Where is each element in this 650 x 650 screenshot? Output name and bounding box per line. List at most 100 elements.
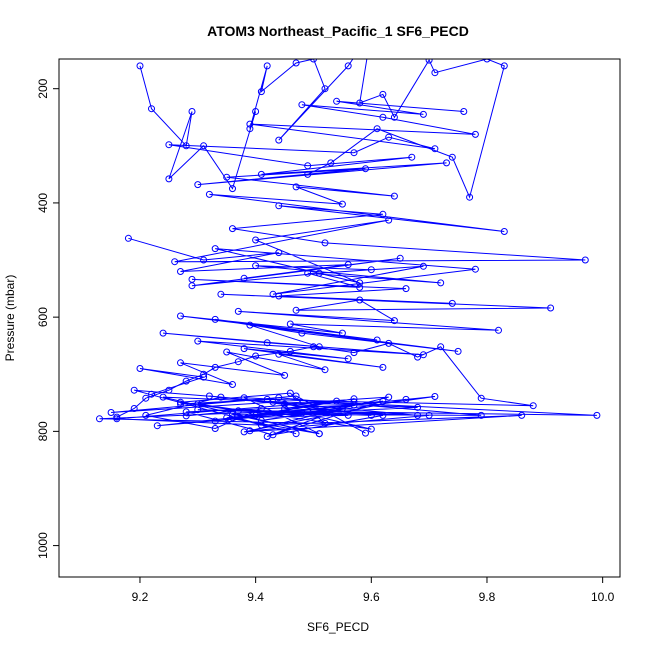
- data-point: [356, 279, 364, 287]
- data-point: [159, 393, 167, 401]
- x-tick-label: 9.4: [247, 590, 264, 604]
- data-point: [344, 355, 352, 363]
- data-point: [454, 347, 462, 355]
- data-point: [379, 411, 387, 419]
- data-point: [500, 228, 508, 235]
- y-tick-label: 200: [36, 78, 50, 98]
- data-point: [448, 299, 456, 307]
- x-tick-label: 9.6: [363, 590, 380, 604]
- data-point: [246, 321, 254, 329]
- data-point: [356, 296, 364, 304]
- data-point: [136, 365, 144, 372]
- data-point: [223, 348, 231, 356]
- data-point: [223, 414, 231, 422]
- data-point: [148, 105, 155, 113]
- data-point: [229, 381, 236, 388]
- data-point: [217, 393, 225, 401]
- data-point: [495, 326, 502, 334]
- data-point: [414, 411, 422, 419]
- data-point: [379, 113, 387, 121]
- data-point: [385, 133, 393, 141]
- data-point: [177, 359, 184, 367]
- data-point: [165, 386, 173, 394]
- data-point: [321, 366, 329, 374]
- data-point: [252, 236, 260, 244]
- data-point: [96, 415, 103, 423]
- data-point: [390, 317, 398, 325]
- data-point: [298, 329, 306, 337]
- data-point: [205, 190, 213, 198]
- data-point: [321, 419, 329, 427]
- data-point: [362, 165, 369, 173]
- data-point: [113, 413, 121, 421]
- data-point: [402, 285, 410, 293]
- data-point: [419, 110, 427, 118]
- data-point: [344, 62, 352, 70]
- data-point: [356, 283, 364, 291]
- data-point: [107, 409, 115, 416]
- data-point: [263, 395, 271, 403]
- data-point: [211, 425, 219, 432]
- data-point: [252, 352, 260, 360]
- data-point: [425, 59, 433, 64]
- data-point: [263, 62, 271, 70]
- data-point: [257, 88, 265, 96]
- data-point: [547, 304, 555, 312]
- data-point: [252, 411, 260, 419]
- data-point: [182, 377, 190, 385]
- series-layer: [96, 59, 601, 440]
- chart-title: ATOM3 Northeast_Pacific_1 SF6_PECD: [207, 23, 469, 39]
- data-point: [182, 408, 190, 416]
- data-point: [275, 350, 283, 358]
- data-point: [188, 108, 196, 115]
- data-point: [194, 181, 202, 189]
- data-point: [130, 405, 138, 412]
- data-point: [390, 192, 398, 200]
- data-point: [431, 393, 439, 400]
- data-point: [171, 258, 179, 266]
- data-point: [211, 363, 219, 371]
- data-point: [304, 162, 312, 170]
- series-line: [99, 389, 597, 437]
- x-axis: 9.2 9.4 9.6 9.8 10.0: [132, 577, 615, 604]
- data-point: [182, 142, 190, 150]
- data-point: [448, 153, 456, 161]
- data-point: [275, 202, 283, 210]
- data-point: [419, 351, 427, 359]
- data-point: [338, 405, 346, 412]
- data-point: [373, 336, 381, 344]
- plot-frame: [58, 58, 621, 578]
- data-point: [142, 411, 150, 419]
- data-point: [315, 269, 323, 277]
- data-point: [234, 358, 242, 366]
- data-point: [298, 101, 306, 109]
- data-point: [292, 183, 300, 191]
- data-point: [379, 210, 387, 218]
- data-point: [529, 402, 537, 410]
- series-line: [128, 100, 586, 295]
- x-tick-label: 10.0: [591, 590, 615, 604]
- data-point: [344, 261, 352, 269]
- data-point: [471, 130, 479, 138]
- data-point: [234, 307, 242, 315]
- data-point: [165, 141, 173, 149]
- data-point: [593, 411, 601, 419]
- data-point: [304, 170, 312, 178]
- data-point: [257, 405, 265, 412]
- data-point: [240, 274, 248, 282]
- series-line: [139, 265, 551, 395]
- data-point: [350, 398, 358, 406]
- x-tick-label: 9.8: [479, 590, 496, 604]
- data-point: [431, 69, 439, 77]
- data-point: [275, 394, 283, 402]
- data-point: [281, 371, 289, 379]
- y-tick-label: 1000: [36, 532, 50, 559]
- data-point: [281, 405, 289, 412]
- data-point: [269, 290, 277, 298]
- data-point: [142, 394, 150, 402]
- data-point: [159, 329, 167, 337]
- data-point: [518, 411, 526, 419]
- data-point: [379, 90, 387, 98]
- data-point: [367, 425, 375, 433]
- data-point: [252, 108, 260, 115]
